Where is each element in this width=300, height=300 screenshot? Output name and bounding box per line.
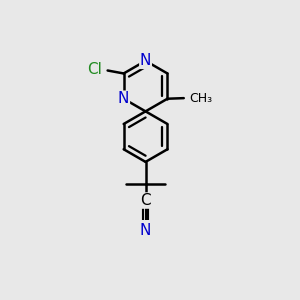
- Text: CH₃: CH₃: [189, 92, 212, 105]
- Text: C: C: [140, 193, 151, 208]
- Text: N: N: [140, 224, 151, 238]
- Text: Cl: Cl: [87, 62, 102, 77]
- Text: N: N: [140, 53, 151, 68]
- Text: N: N: [118, 91, 129, 106]
